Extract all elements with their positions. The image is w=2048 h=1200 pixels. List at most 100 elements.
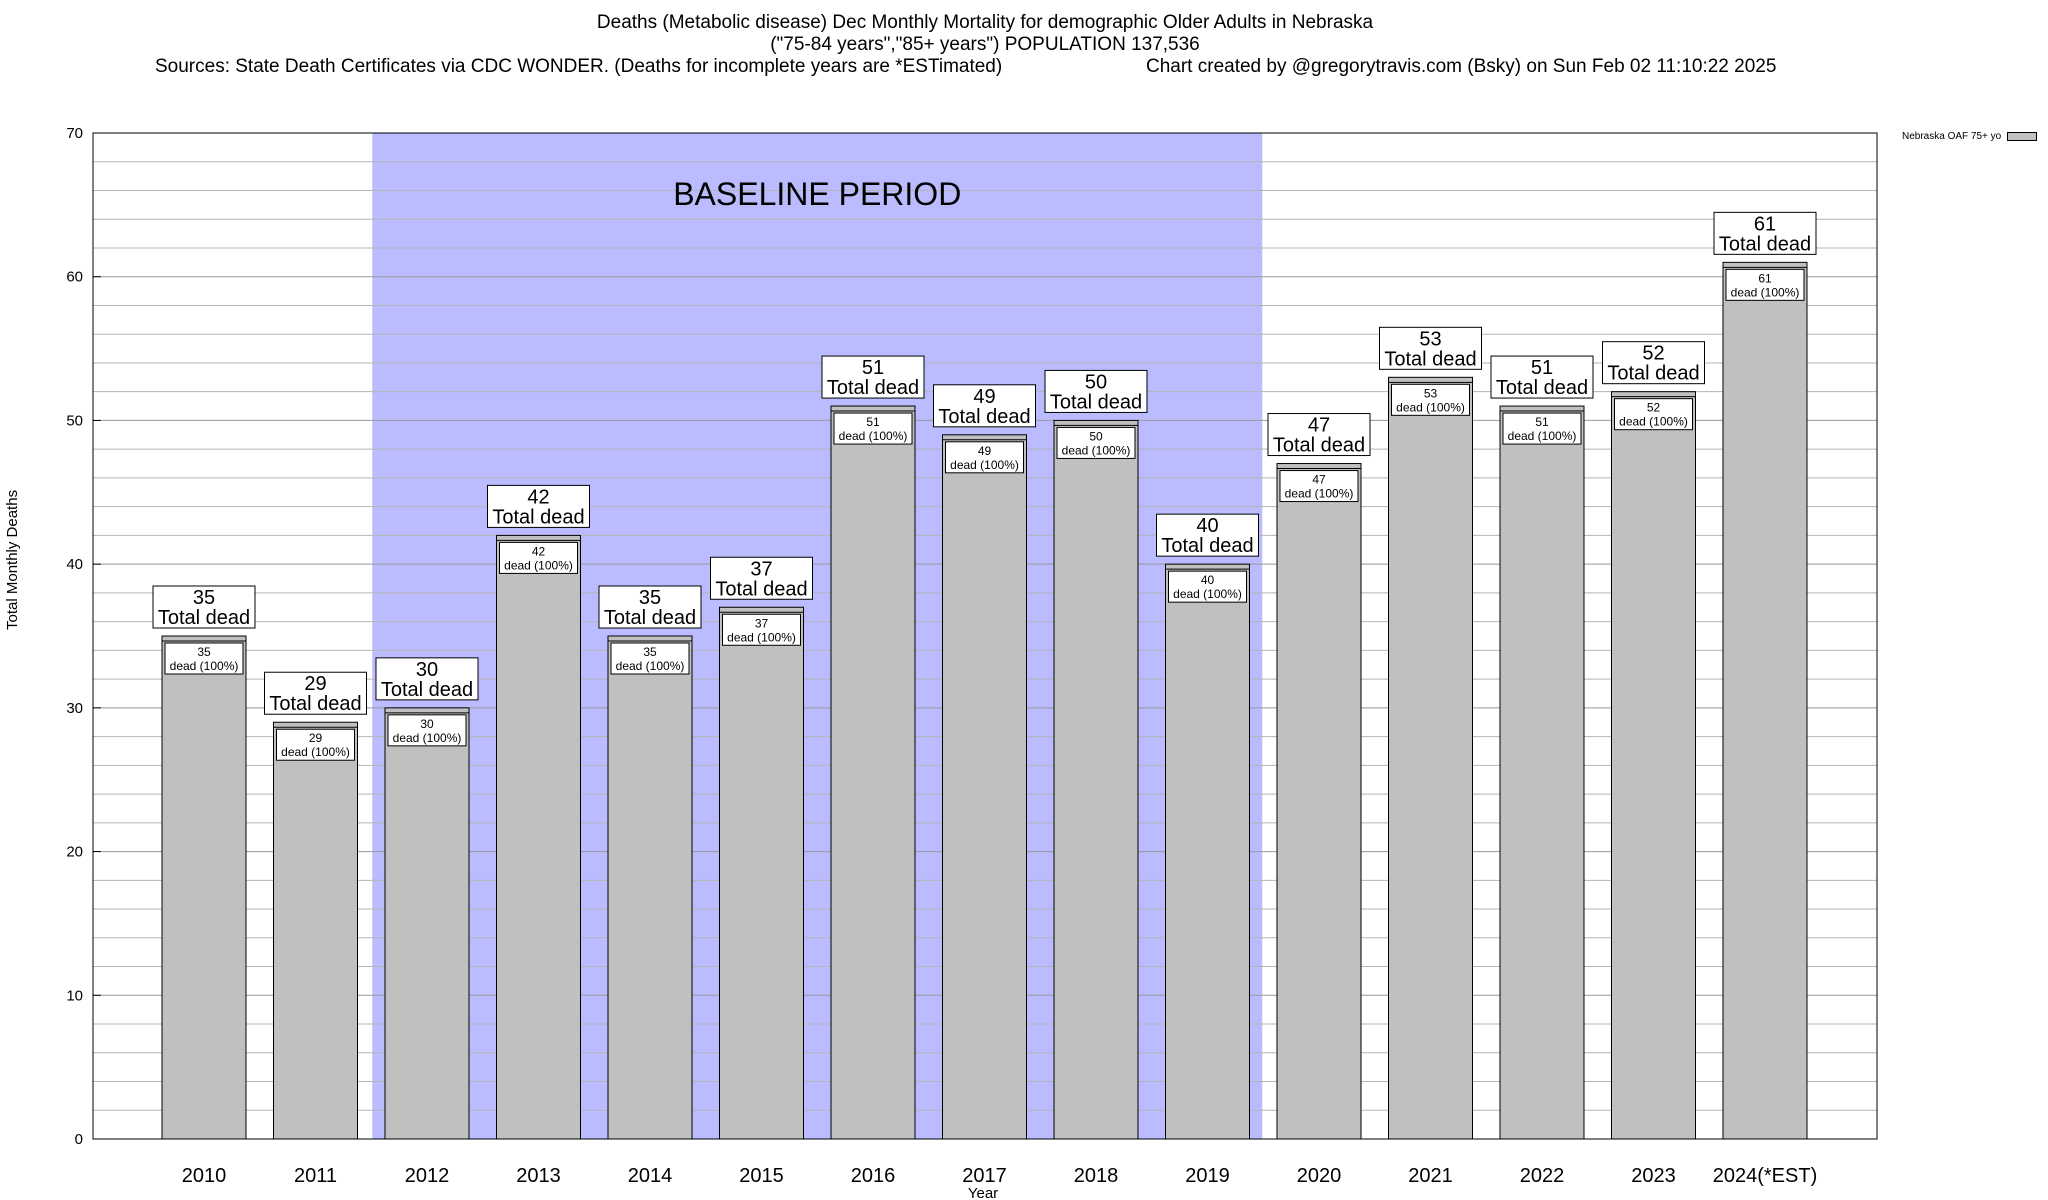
top-label-box xyxy=(598,585,702,629)
inner-label-text: dead (100%) xyxy=(1731,285,1800,299)
inner-label-text: dead (100%) xyxy=(1508,429,1577,443)
top-label-value: 42 xyxy=(527,486,549,508)
inner-label-value: 35 xyxy=(643,645,657,659)
bar-2019 xyxy=(1165,563,1250,1140)
top-label-box xyxy=(1156,513,1259,557)
x-tick-label: 2017 xyxy=(962,1165,1007,1187)
inner-label-box xyxy=(833,412,913,445)
bar-2010 xyxy=(161,635,247,1140)
chart-sources: Sources: State Death Certificates via CD… xyxy=(155,56,1003,77)
inner-label-box xyxy=(1502,412,1582,445)
bar-2012 xyxy=(384,707,470,1140)
x-tick-label: 2016 xyxy=(851,1165,896,1187)
inner-label-text: dead (100%) xyxy=(616,659,685,673)
inner-label-text: dead (100%) xyxy=(1173,587,1242,601)
x-tick-label: 2020 xyxy=(1297,1165,1342,1187)
inner-label-value: 61 xyxy=(1758,271,1772,285)
inner-label-text: dead (100%) xyxy=(1062,443,1131,457)
top-label-text: Total dead xyxy=(1050,391,1142,413)
top-label-box xyxy=(375,657,479,701)
legend-label: Nebraska OAF 75+ yo xyxy=(1902,131,2002,142)
inner-label-text: dead (100%) xyxy=(504,558,573,572)
chart-legend: Nebraska OAF 75+ yo xyxy=(1902,131,2038,142)
top-label-text: Total dead xyxy=(1161,535,1253,557)
top-label-box xyxy=(933,384,1036,428)
top-label-value: 53 xyxy=(1419,328,1441,350)
bar-2018 xyxy=(1053,419,1139,1140)
x-tick-label: 2010 xyxy=(182,1165,227,1187)
top-label-value: 61 xyxy=(1754,213,1776,235)
inner-label-value: 49 xyxy=(978,444,992,458)
inner-label-box xyxy=(387,714,467,747)
x-axis-label: Year xyxy=(968,1185,998,1200)
inner-label-value: 35 xyxy=(197,645,211,659)
bar-2022 xyxy=(1499,405,1585,1140)
inner-label-text: dead (100%) xyxy=(1619,415,1688,429)
top-label-text: Total dead xyxy=(938,406,1030,428)
inner-label-text: dead (100%) xyxy=(1285,487,1354,501)
top-label-text: Total dead xyxy=(1719,233,1811,255)
inner-label-text: dead (100%) xyxy=(727,630,796,644)
inner-label-value: 37 xyxy=(755,616,769,630)
inner-label-box xyxy=(276,728,355,761)
top-label-box xyxy=(1044,369,1148,413)
top-label-text: Total dead xyxy=(715,578,807,600)
bar-2020 xyxy=(1276,463,1362,1140)
top-label-box xyxy=(710,556,813,600)
x-tick-label: 2021 xyxy=(1408,1165,1453,1187)
inner-label-value: 51 xyxy=(1535,415,1549,429)
x-tick-label: 2012 xyxy=(405,1165,450,1187)
inner-label-value: 53 xyxy=(1424,386,1438,400)
x-tick-label: 2018 xyxy=(1074,1165,1119,1187)
x-tick-label: 2013 xyxy=(516,1165,561,1187)
y-tick-label: 30 xyxy=(66,700,83,717)
chart-credit: Chart created by @gregorytravis.com (Bsk… xyxy=(1146,56,1777,77)
x-tick-label: 2019 xyxy=(1185,1165,1230,1187)
inner-label-box xyxy=(499,541,578,574)
inner-label-box xyxy=(945,441,1024,474)
inner-label-box xyxy=(722,613,801,646)
top-label-box xyxy=(1490,355,1594,399)
bar-2017 xyxy=(942,434,1027,1140)
inner-label-box xyxy=(1725,268,1805,301)
y-tick-label: 60 xyxy=(66,269,83,286)
x-tick-label: 2014 xyxy=(628,1165,673,1187)
inner-label-text: dead (100%) xyxy=(281,745,350,759)
y-tick-label: 50 xyxy=(66,412,83,429)
x-tick-label: 2024(*EST) xyxy=(1713,1165,1818,1187)
top-label-value: 30 xyxy=(416,659,438,681)
legend-swatch xyxy=(2007,132,2038,141)
top-label-value: 50 xyxy=(1085,371,1107,393)
x-tick-label: 2011 xyxy=(294,1165,337,1187)
bar-2013 xyxy=(496,534,581,1140)
bar-2023 xyxy=(1611,391,1696,1140)
top-label-box xyxy=(821,355,925,399)
top-label-value: 52 xyxy=(1642,343,1664,365)
top-label-text: Total dead xyxy=(381,679,473,701)
top-label-value: 37 xyxy=(750,558,772,580)
top-label-box xyxy=(1713,211,1817,255)
inner-label-box xyxy=(164,642,244,675)
top-label-text: Total dead xyxy=(1607,363,1699,385)
inner-label-box xyxy=(1168,570,1247,603)
top-label-value: 51 xyxy=(1531,357,1553,379)
top-label-box xyxy=(1267,413,1371,457)
bar-2014 xyxy=(607,635,693,1140)
y-tick-label: 70 xyxy=(66,125,83,142)
x-tick-label: 2015 xyxy=(739,1165,784,1187)
inner-label-value: 50 xyxy=(1089,429,1103,443)
inner-label-value: 42 xyxy=(532,544,546,558)
inner-label-text: dead (100%) xyxy=(170,659,239,673)
plot-border xyxy=(92,132,1878,1140)
top-label-box xyxy=(1602,341,1705,385)
inner-label-box xyxy=(1391,383,1470,416)
top-label-text: Total dead xyxy=(269,693,361,715)
y-tick-label: 0 xyxy=(75,1131,83,1148)
x-tick-label: 2022 xyxy=(1520,1165,1565,1187)
inner-label-box xyxy=(1279,470,1359,503)
top-label-value: 35 xyxy=(639,587,661,609)
top-label-text: Total dead xyxy=(1273,435,1365,457)
top-label-value: 29 xyxy=(304,673,326,695)
inner-label-value: 47 xyxy=(1312,473,1326,487)
